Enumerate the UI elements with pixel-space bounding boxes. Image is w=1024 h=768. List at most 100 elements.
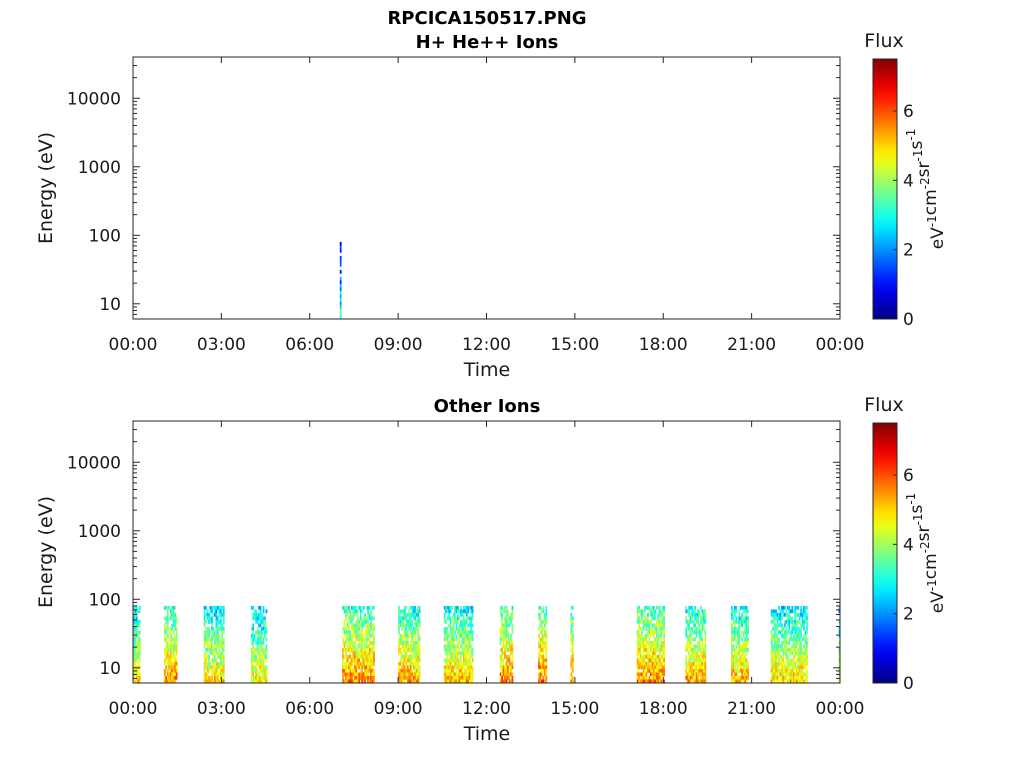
spectrogram-cell: [800, 661, 802, 666]
spectrogram-cell: [800, 609, 802, 614]
spectrogram-cell: [744, 665, 747, 670]
spectrogram-cell: [214, 647, 216, 652]
spectrogram-cell: [355, 626, 358, 631]
spectrogram-cell: [649, 658, 652, 663]
spectrogram-cell: [641, 609, 643, 614]
spectrogram-cell: [471, 633, 474, 638]
spectrogram-cell: [511, 616, 514, 621]
spectrogram-cell: [470, 609, 473, 614]
spectrogram-cell: [789, 658, 792, 663]
spectrogram-cell: [499, 658, 502, 663]
spectrogram-cell: [345, 668, 347, 673]
spectrogram-cell: [806, 651, 808, 656]
spectrogram-cell: [804, 658, 807, 663]
spectrogram-cell: [704, 633, 707, 638]
spectrogram-cell: [504, 630, 506, 635]
spectrogram-cell: [788, 658, 791, 663]
spectrogram-cell: [451, 665, 453, 670]
spectrogram-cell: [542, 605, 545, 610]
spectrogram-cell: [342, 661, 344, 666]
spectrogram-cell: [208, 630, 210, 635]
spectrogram-cell: [773, 661, 776, 666]
spectrogram-cell: [446, 679, 449, 684]
spectrogram-cell: [355, 665, 358, 670]
spectrogram-cell: [259, 665, 262, 670]
spectrogram-cell: [171, 668, 174, 673]
spectrogram-cell: [216, 679, 219, 684]
spectrogram-cell: [373, 679, 375, 684]
spectrogram-cell: [663, 661, 666, 666]
spectrogram-cell: [401, 679, 403, 684]
spectrogram-cell: [252, 623, 255, 628]
spectrogram-cell: [169, 630, 172, 635]
spectrogram-cell: [362, 658, 365, 663]
spectrogram-cell: [641, 654, 643, 659]
spectrogram-cell: [367, 658, 369, 663]
spectrogram-cell: [339, 290, 342, 295]
spectrogram-cell: [449, 626, 452, 631]
spectrogram-cell: [415, 661, 418, 666]
spectrogram-cell: [647, 668, 649, 673]
spectrogram-cell: [359, 633, 362, 638]
spectrogram-cell: [166, 679, 169, 684]
spectrogram-cell: [134, 605, 137, 610]
spectrogram-cell: [542, 640, 545, 645]
spectrogram-cell: [502, 640, 505, 645]
spectrogram-cell: [454, 651, 456, 656]
spectrogram-cell: [406, 668, 409, 673]
spectrogram-cell: [698, 661, 701, 666]
spectrogram-cell: [398, 675, 400, 680]
spectrogram-cell: [655, 647, 658, 652]
spectrogram-cell: [770, 654, 773, 659]
spectrogram-cell: [137, 661, 140, 666]
spectrogram-cell: [786, 672, 789, 677]
spectrogram-cell: [545, 651, 548, 656]
spectrogram-cell: [367, 672, 369, 677]
unit-base: eV: [928, 591, 948, 613]
spectrogram-cell: [511, 679, 514, 684]
spectrogram-cell: [203, 640, 206, 645]
spectrogram-cell: [137, 651, 140, 656]
spectrogram-cell: [471, 630, 474, 635]
spectrogram-cell: [788, 630, 791, 635]
spectrogram-cell: [462, 672, 465, 677]
spectrogram-cell: [172, 640, 175, 645]
spectrogram-cell: [455, 605, 458, 610]
spectrogram-cell: [539, 675, 542, 680]
spectrogram-cell: [688, 609, 691, 614]
spectrogram-cell: [776, 619, 779, 624]
spectrogram-cell: [660, 633, 663, 638]
spectrogram-cell: [415, 672, 418, 677]
spectrogram-cell: [418, 609, 421, 614]
spectrogram-cell: [343, 661, 346, 666]
spectrogram-cell: [206, 612, 209, 617]
spectrogram-cell: [457, 665, 459, 670]
spectrogram-cell: [570, 675, 573, 680]
spectrogram-cell: [654, 630, 657, 635]
spectrogram-cell: [654, 616, 657, 621]
spectrogram-cell: [571, 668, 574, 673]
spectrogram-cell: [205, 672, 207, 677]
spectrogram-cell: [703, 654, 705, 659]
spectrogram-cell: [221, 630, 224, 635]
spectrogram-cell: [543, 626, 546, 631]
spectrogram-cell: [415, 665, 418, 670]
spectrogram-cell: [685, 633, 688, 638]
spectrogram-cell: [259, 637, 262, 642]
spectrogram-cell: [741, 668, 744, 673]
spectrogram-cell: [356, 658, 359, 663]
spectrogram-cell: [219, 679, 222, 684]
spectrogram-cell: [361, 630, 364, 635]
spectrogram-cell: [732, 609, 735, 614]
spectrogram-cell: [412, 675, 415, 680]
spectrogram-cell: [636, 651, 639, 656]
spectrogram-cell: [412, 661, 415, 666]
spectrogram-cell: [784, 679, 786, 684]
spectrogram-cell: [688, 619, 691, 624]
spectrogram-cell: [543, 619, 546, 624]
spectrogram-cell: [218, 609, 221, 614]
spectrogram-cell: [657, 644, 660, 649]
spectrogram-cell: [265, 609, 268, 614]
spectrogram-cell: [639, 651, 642, 656]
spectrogram-cell: [448, 612, 450, 617]
